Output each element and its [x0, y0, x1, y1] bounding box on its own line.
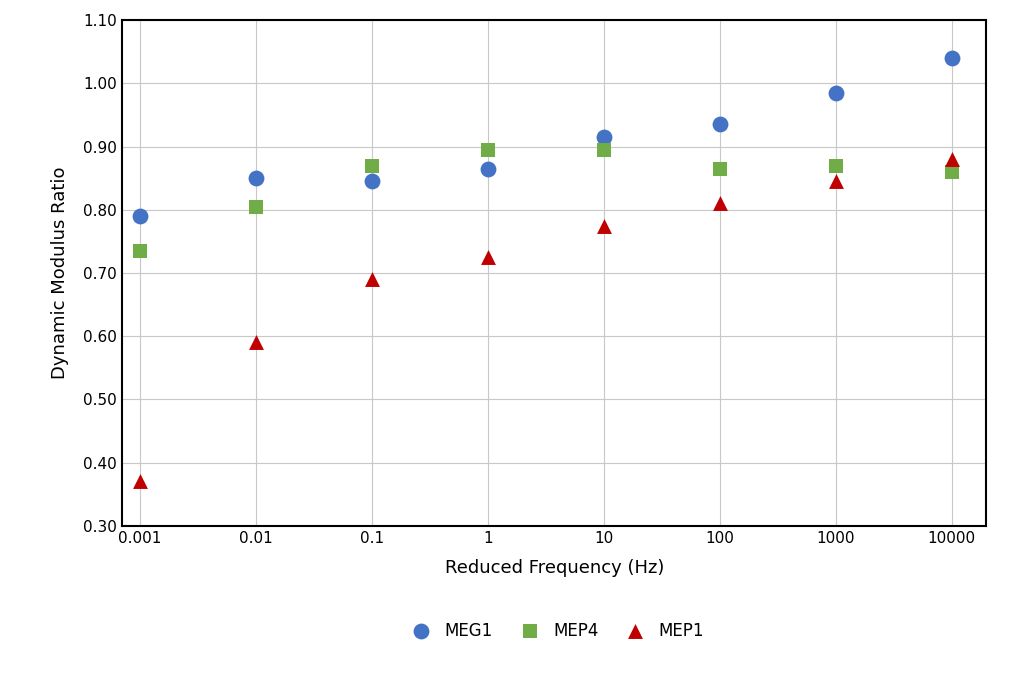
Legend: MEG1, MEP4, MEP1: MEG1, MEP4, MEP1: [398, 615, 711, 646]
X-axis label: Reduced Frequency (Hz): Reduced Frequency (Hz): [444, 559, 664, 578]
Y-axis label: Dynamic Modulus Ratio: Dynamic Modulus Ratio: [52, 166, 69, 379]
MEG1: [132, 211, 148, 222]
MEG1: [596, 131, 612, 142]
MEP1: [944, 154, 960, 164]
MEP4: [944, 166, 960, 177]
MEP1: [132, 476, 148, 487]
MEP4: [480, 144, 496, 155]
MEP4: [712, 163, 728, 174]
MEP4: [596, 144, 612, 155]
MEP1: [596, 220, 612, 231]
MEP1: [712, 198, 728, 209]
MEG1: [944, 53, 960, 63]
MEP4: [364, 160, 380, 171]
MEP1: [828, 176, 844, 187]
MEG1: [828, 88, 844, 98]
MEG1: [480, 163, 496, 174]
MEG1: [712, 119, 728, 130]
MEP4: [828, 160, 844, 171]
MEP4: [132, 245, 148, 256]
MEP1: [248, 337, 264, 348]
MEP1: [364, 274, 380, 284]
MEG1: [364, 176, 380, 187]
MEP1: [480, 252, 496, 263]
MEG1: [248, 173, 264, 183]
MEP4: [248, 202, 264, 212]
